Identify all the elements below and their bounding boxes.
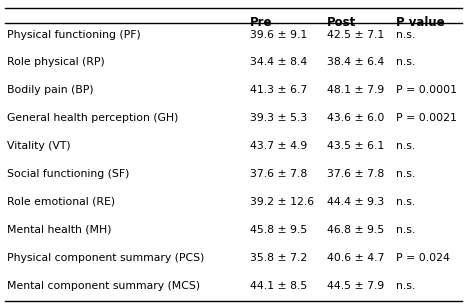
Text: 44.5 ± 7.9: 44.5 ± 7.9 — [327, 281, 384, 290]
Text: Mental health (MH): Mental health (MH) — [7, 225, 112, 235]
Text: P = 0.024: P = 0.024 — [396, 253, 450, 263]
Text: 37.6 ± 7.8: 37.6 ± 7.8 — [327, 169, 384, 179]
Text: 43.5 ± 6.1: 43.5 ± 6.1 — [327, 141, 384, 151]
Text: 41.3 ± 6.7: 41.3 ± 6.7 — [249, 85, 307, 95]
Text: n.s.: n.s. — [396, 30, 415, 39]
Text: General health perception (GH): General health perception (GH) — [7, 113, 178, 123]
Text: Post: Post — [327, 16, 357, 29]
Text: 43.7 ± 4.9: 43.7 ± 4.9 — [249, 141, 307, 151]
Text: 37.6 ± 7.8: 37.6 ± 7.8 — [249, 169, 307, 179]
Text: 39.2 ± 12.6: 39.2 ± 12.6 — [249, 197, 314, 207]
Text: Role emotional (RE): Role emotional (RE) — [7, 197, 115, 207]
Text: n.s.: n.s. — [396, 169, 415, 179]
Text: Vitality (VT): Vitality (VT) — [7, 141, 71, 151]
Text: P = 0.0021: P = 0.0021 — [396, 113, 457, 123]
Text: 38.4 ± 6.4: 38.4 ± 6.4 — [327, 58, 384, 67]
Text: P value: P value — [396, 16, 445, 29]
Text: Physical component summary (PCS): Physical component summary (PCS) — [7, 253, 205, 263]
Text: 46.8 ± 9.5: 46.8 ± 9.5 — [327, 225, 384, 235]
Text: 45.8 ± 9.5: 45.8 ± 9.5 — [249, 225, 307, 235]
Text: Physical functioning (PF): Physical functioning (PF) — [7, 30, 141, 39]
Text: 48.1 ± 7.9: 48.1 ± 7.9 — [327, 85, 384, 95]
Text: 35.8 ± 7.2: 35.8 ± 7.2 — [249, 253, 307, 263]
Text: n.s.: n.s. — [396, 58, 415, 67]
Text: Social functioning (SF): Social functioning (SF) — [7, 169, 129, 179]
Text: n.s.: n.s. — [396, 225, 415, 235]
Text: n.s.: n.s. — [396, 197, 415, 207]
Text: Role physical (RP): Role physical (RP) — [7, 58, 105, 67]
Text: n.s.: n.s. — [396, 141, 415, 151]
Text: 39.6 ± 9.1: 39.6 ± 9.1 — [249, 30, 307, 39]
Text: n.s.: n.s. — [396, 281, 415, 290]
Text: 42.5 ± 7.1: 42.5 ± 7.1 — [327, 30, 384, 39]
Text: 44.4 ± 9.3: 44.4 ± 9.3 — [327, 197, 384, 207]
Text: 40.6 ± 4.7: 40.6 ± 4.7 — [327, 253, 385, 263]
Text: 39.3 ± 5.3: 39.3 ± 5.3 — [249, 113, 307, 123]
Text: 34.4 ± 8.4: 34.4 ± 8.4 — [249, 58, 307, 67]
Text: 43.6 ± 6.0: 43.6 ± 6.0 — [327, 113, 385, 123]
Text: Mental component summary (MCS): Mental component summary (MCS) — [7, 281, 200, 290]
Text: 44.1 ± 8.5: 44.1 ± 8.5 — [249, 281, 307, 290]
Text: Bodily pain (BP): Bodily pain (BP) — [7, 85, 93, 95]
Text: P = 0.0001: P = 0.0001 — [396, 85, 457, 95]
Text: Pre: Pre — [249, 16, 272, 29]
